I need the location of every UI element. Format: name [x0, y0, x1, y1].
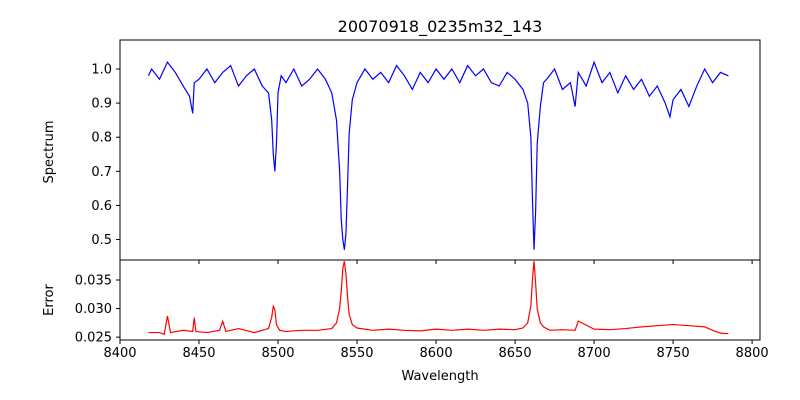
x-tick-label: 8800 [736, 346, 769, 361]
error-series-line [148, 261, 729, 336]
spectrum-series-line [147, 60, 729, 250]
error-ticks: 8400 8450 8500 8550 8600 8650 8700 8750 8800 0.02… [75, 274, 769, 362]
spectrum-y-tick-label: 0.8 [91, 131, 112, 146]
x-tick-label: 8650 [499, 346, 532, 361]
x-tick-label: 8450 [182, 346, 215, 361]
error-y-tick-label: 0.025 [75, 331, 112, 346]
spectrum-y-tick-label: 0.9 [91, 97, 112, 112]
x-tick-label: 8700 [578, 346, 611, 361]
spectrum-ylabel: Spectrum [42, 121, 57, 184]
error-axes-frame [119, 259, 761, 341]
error-panel: 8400 8450 8500 8550 8600 8650 8700 8750 8800 0.02… [42, 259, 769, 384]
x-tick-label: 8500 [261, 346, 294, 361]
x-tick-label: 8750 [657, 346, 690, 361]
x-tick-label: 8600 [420, 346, 453, 361]
x-axis-label: Wavelength [401, 369, 478, 384]
x-tick-label: 8400 [103, 346, 136, 361]
spectrum-y-tick-label: 1.0 [91, 62, 112, 77]
chart-title: 20070918_0235m32_143 [338, 17, 543, 37]
error-line-layer [148, 261, 729, 336]
x-tick-label: 8550 [340, 346, 373, 361]
spectrum-line-layer [147, 60, 729, 250]
error-ylabel: Error [42, 284, 57, 316]
spectrum-y-tick-label: 0.5 [91, 233, 112, 248]
spectrum-y-tick-label: 0.7 [91, 165, 112, 180]
error-y-tick-label: 0.030 [75, 302, 112, 317]
error-y-tick-label: 0.035 [75, 274, 112, 289]
spectrum-ticks: 0.5 0.6 0.7 0.8 0.9 1.0 [91, 62, 753, 264]
spectrum-y-tick-label: 0.6 [91, 199, 112, 214]
